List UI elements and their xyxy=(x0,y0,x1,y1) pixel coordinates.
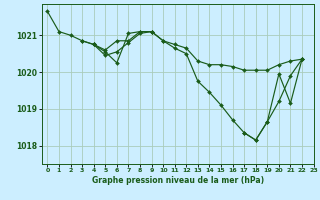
X-axis label: Graphe pression niveau de la mer (hPa): Graphe pression niveau de la mer (hPa) xyxy=(92,176,264,185)
